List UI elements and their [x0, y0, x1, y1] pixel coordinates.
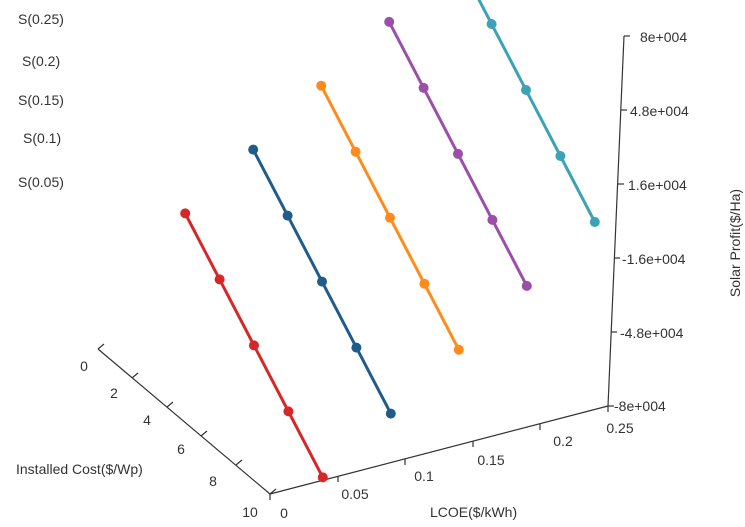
series-point: [180, 208, 191, 219]
installed-cost-tick-label: 8: [209, 473, 217, 489]
solar-profit-tick-label: 8e+004: [640, 29, 687, 45]
installed-cost-tick-mark: [200, 430, 208, 437]
lcoe-tick-label: 0.05: [341, 486, 368, 502]
solar-profit-tick-marks: [608, 35, 630, 407]
series-point: [249, 340, 259, 351]
installed-cost-tick-label: 4: [143, 412, 151, 428]
installed-cost-tick-label: 0: [80, 358, 88, 374]
solar-profit-tick-label: -4.8e+004: [620, 325, 684, 341]
series-labels: S(0.25) S(0.2) S(0.15) S(0.1) S(0.05): [18, 11, 64, 190]
series-label-s02: S(0.2): [22, 53, 60, 69]
lcoe-axis-title: LCOE($/kWh): [430, 504, 517, 520]
series-label-s005: S(0.05): [18, 174, 64, 190]
lcoe-tick-label: 0.25: [606, 420, 633, 436]
installed-cost-tick-mark: [97, 343, 105, 350]
lcoe-tick-label: 0.1: [414, 468, 434, 484]
lcoe-tick-marks: [269, 406, 609, 500]
installed-cost-tick-mark: [166, 401, 174, 408]
series-point: [317, 276, 327, 287]
series-point: [521, 280, 532, 291]
series-point: [486, 19, 497, 29]
solar-profit-tick-label: 1.6e+004: [628, 177, 687, 193]
series-point: [283, 406, 294, 417]
lcoe-tick-label: 0.15: [477, 452, 504, 468]
series-point: [453, 344, 464, 355]
series-point: [555, 151, 566, 161]
series-point: [385, 212, 395, 223]
installed-cost-axis-line: [97, 348, 271, 495]
installed-cost-tick-mark: [131, 372, 139, 379]
installed-cost-tick-label: 10: [242, 504, 258, 520]
series-point: [282, 210, 293, 221]
installed-cost-axis-title: Installed Cost($/Wp): [16, 461, 143, 477]
series-point: [248, 144, 259, 155]
series-point: [214, 274, 225, 285]
series-line: [477, 0, 597, 223]
series-point: [316, 80, 327, 91]
installed-cost-tick-mark: [235, 459, 243, 466]
series-point: [419, 278, 430, 289]
series-layer: [180, 0, 600, 483]
series-label-s015: S(0.15): [18, 92, 64, 108]
series-label-s025: S(0.25): [18, 11, 64, 27]
lcoe-tick-label: 0.2: [553, 433, 573, 449]
series-point: [317, 472, 328, 483]
solar-profit-tick-label: 4.8e+004: [630, 103, 689, 119]
series-point: [351, 342, 362, 353]
series-point: [487, 214, 498, 225]
installed-cost-tick-label: 6: [177, 441, 185, 457]
solar-profit-tick-label: -1.6e+004: [622, 251, 686, 267]
lcoe-axis: 0 0.05 0.1 0.15 0.2 0.25 LCOE($/kWh): [269, 405, 634, 521]
lcoe-tick-label: 0: [280, 505, 288, 521]
installed-cost-axis: 0 2 4 6 8 10 Installed Cost($/Wp): [16, 343, 277, 520]
solar-profit-tick-label: -8e+004: [614, 398, 666, 414]
series-point: [350, 146, 361, 157]
series-point: [453, 148, 463, 159]
series-point: [589, 217, 600, 227]
series-label-s01: S(0.1): [23, 130, 61, 146]
solar-profit-axis-title: Solar Profit($/Ha): [727, 189, 743, 297]
series-point: [385, 408, 396, 419]
installed-cost-tick-label: 2: [110, 385, 118, 401]
solar-profit-axis: -8e+004 -4.8e+004 -1.6e+004 1.6e+004 4.8…: [607, 29, 743, 414]
series-point: [521, 85, 531, 95]
solar-profit-axis-line: [607, 35, 625, 407]
series-point: [418, 82, 429, 93]
series-point: [384, 16, 395, 27]
